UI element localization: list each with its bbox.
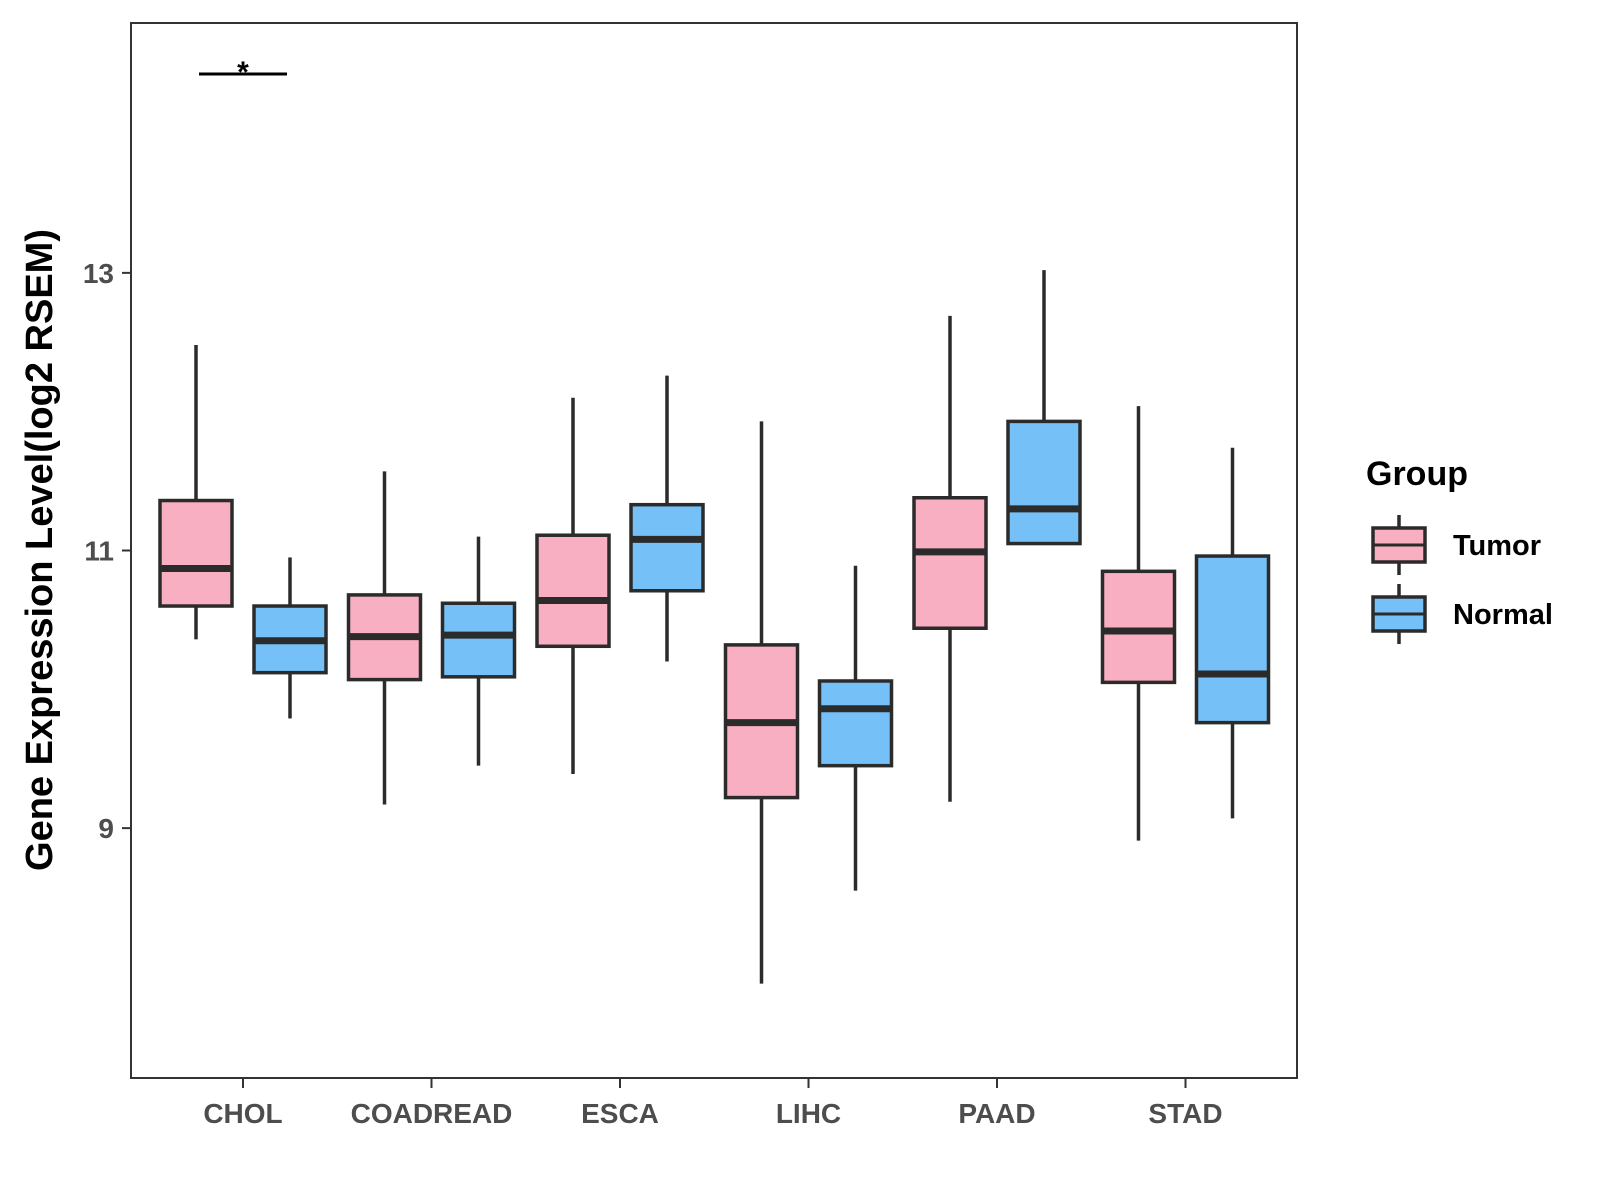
box-lihc-tumor: [723, 421, 800, 984]
legend-key-tumor: [1371, 515, 1427, 575]
box-lihc-normal: [817, 565, 894, 891]
legend-label-normal: Normal: [1453, 599, 1553, 631]
box-esca-tumor: [535, 397, 611, 774]
box-coadread-normal: [440, 536, 517, 766]
box-body: [1194, 554, 1271, 725]
box-body: [440, 601, 517, 679]
box-chol-tumor: [158, 345, 234, 640]
legend: Group Tumor Normal: [1366, 455, 1553, 644]
box-chol-normal: [252, 557, 328, 719]
legend-label-tumor: Tumor: [1453, 530, 1541, 562]
box-body: [535, 533, 611, 649]
box-paad-normal: [1006, 270, 1082, 546]
x-tick-label: ESCA: [581, 1098, 659, 1129]
box-esca-normal: [629, 375, 705, 662]
y-axis-title: Gene Expression Level(log2 RSEM): [19, 229, 61, 871]
legend-title: Group: [1366, 455, 1468, 493]
x-tick-label: LIHC: [776, 1098, 841, 1129]
x-tick-label: STAD: [1148, 1098, 1222, 1129]
box-coadread-tumor: [346, 471, 423, 805]
box-body: [158, 498, 234, 608]
x-tick-label: CHOL: [203, 1098, 282, 1129]
box-paad-tumor: [912, 315, 988, 802]
box-body: [912, 496, 988, 630]
box-body: [817, 679, 894, 768]
significance-label: *: [237, 56, 249, 89]
box-body: [629, 502, 705, 593]
x-tick-label: PAAD: [958, 1098, 1035, 1129]
box-body: [1100, 569, 1177, 685]
plot-area: [158, 270, 1271, 984]
y-tick-label: 11: [84, 536, 114, 567]
axes: 9 11 13 CHOL COADREAD ESCA LIHC PAAD STAD *: [83, 56, 1223, 1129]
box-body: [1006, 419, 1082, 546]
box-stad-normal: [1194, 447, 1271, 819]
y-tick-label: 9: [98, 813, 114, 844]
x-tick-label: COADREAD: [351, 1098, 513, 1129]
y-tick-label: 13: [83, 258, 114, 289]
box-stad-tumor: [1100, 406, 1177, 841]
legend-key-normal: [1371, 584, 1427, 644]
